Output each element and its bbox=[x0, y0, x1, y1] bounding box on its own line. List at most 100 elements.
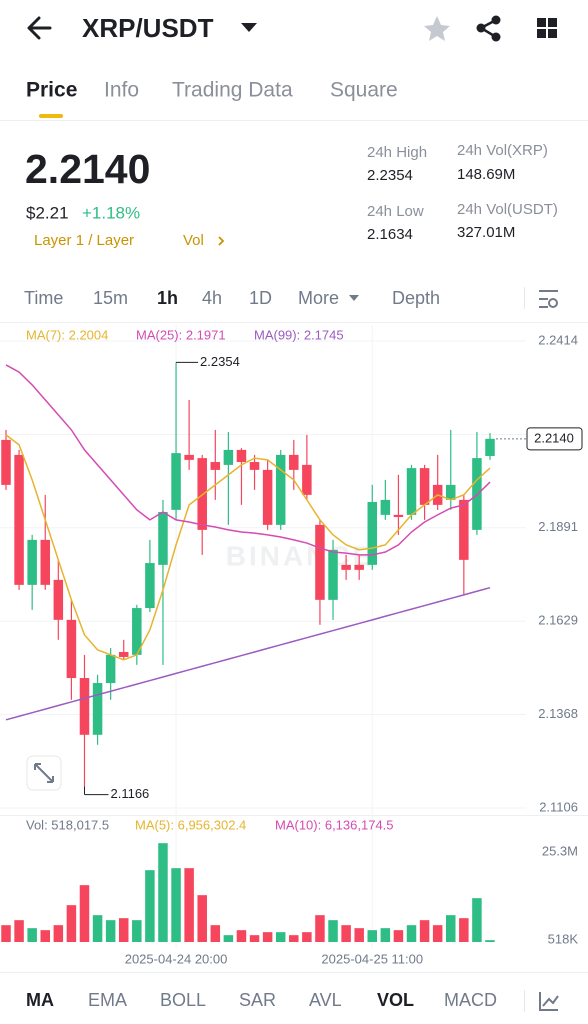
category-tag[interactable]: Layer 1 / Layer bbox=[34, 232, 134, 249]
volume-bar bbox=[92, 915, 103, 942]
interval[interactable]: Time bbox=[24, 288, 63, 308]
candle-body bbox=[40, 539, 50, 585]
low-label: 2.1166 bbox=[110, 786, 149, 801]
candle-body bbox=[446, 484, 456, 500]
candle-body bbox=[367, 502, 378, 565]
volume-bar bbox=[419, 920, 430, 942]
interval-more[interactable]: More bbox=[298, 288, 339, 308]
expand-button[interactable] bbox=[26, 755, 62, 791]
grid-icon[interactable] bbox=[537, 18, 557, 38]
volume-bar bbox=[262, 932, 273, 942]
volume-bar bbox=[236, 930, 247, 942]
volume-tick-label: 518K bbox=[548, 932, 579, 947]
indicator-settings-icon[interactable] bbox=[539, 992, 559, 1011]
volume-bar bbox=[354, 928, 364, 942]
volume-bar bbox=[1, 925, 11, 942]
divider bbox=[524, 287, 525, 309]
pair-title[interactable]: XRP/USDT bbox=[82, 13, 214, 43]
interval[interactable]: 15m bbox=[93, 288, 128, 308]
volume-bar bbox=[367, 930, 378, 942]
y-tick-label: 2.2414 bbox=[538, 332, 578, 347]
interval-active[interactable]: 1h bbox=[157, 288, 178, 308]
volume-bar bbox=[485, 940, 495, 942]
y-tick-label: 2.1368 bbox=[538, 706, 578, 721]
stat-label: 24h High bbox=[367, 144, 427, 161]
candle-body bbox=[249, 462, 260, 470]
volume-bar bbox=[223, 935, 234, 942]
volume-bar bbox=[380, 928, 391, 942]
candle-body bbox=[262, 469, 273, 525]
volume-bar bbox=[40, 930, 50, 942]
indicator[interactable]: MACD bbox=[444, 990, 497, 1010]
volume-bar bbox=[27, 928, 37, 942]
volume-bar bbox=[446, 915, 456, 942]
favorite-icon[interactable] bbox=[424, 16, 450, 41]
candle-body bbox=[223, 449, 234, 465]
candle-body bbox=[79, 678, 90, 735]
indicator[interactable]: EMA bbox=[88, 990, 127, 1010]
candle-body bbox=[105, 654, 116, 684]
volume-bar bbox=[145, 870, 155, 942]
divider bbox=[0, 322, 588, 323]
indicator[interactable]: BOLL bbox=[160, 990, 206, 1010]
x-tick-label: 2025-04-24 20:00 bbox=[125, 951, 228, 966]
ma-line bbox=[5, 364, 491, 556]
candle-body bbox=[210, 462, 221, 470]
vol-tag[interactable]: Vol bbox=[183, 232, 204, 249]
current-price-tag bbox=[526, 427, 583, 451]
candle-body bbox=[184, 454, 194, 460]
grid-cell bbox=[548, 18, 557, 27]
divider bbox=[524, 990, 525, 1012]
stat-label: 24h Low bbox=[367, 203, 424, 220]
stat-value: 2.1634 bbox=[367, 226, 413, 243]
interval[interactable]: 4h bbox=[202, 288, 222, 308]
candle-body bbox=[92, 683, 103, 735]
pair-caret[interactable] bbox=[241, 23, 257, 32]
depth-tab[interactable]: Depth bbox=[392, 288, 440, 308]
candle-body bbox=[302, 464, 312, 495]
volume-legend: MA(10): 6,136,174.5 bbox=[275, 817, 394, 832]
back-button[interactable] bbox=[27, 16, 52, 40]
candle-body bbox=[315, 524, 325, 600]
usd-price: $2.21 bbox=[26, 203, 69, 222]
indicator[interactable]: AVL bbox=[309, 990, 342, 1010]
candle-body bbox=[158, 512, 168, 565]
tab-trading-data[interactable]: Trading Data bbox=[172, 79, 293, 102]
candle-body bbox=[14, 454, 24, 585]
indicator-active[interactable]: VOL bbox=[377, 990, 414, 1010]
y-tick-label: 2.1106 bbox=[539, 799, 578, 814]
indicator[interactable]: SAR bbox=[239, 990, 276, 1010]
volume-bar bbox=[14, 920, 24, 942]
divider bbox=[0, 972, 588, 973]
volume-bar bbox=[105, 920, 116, 942]
interval[interactable]: 1D bbox=[249, 288, 272, 308]
ma-line bbox=[5, 586, 491, 721]
divider bbox=[0, 120, 588, 121]
volume-bar bbox=[406, 925, 417, 942]
settings-icon[interactable] bbox=[539, 290, 558, 308]
candle-body bbox=[459, 499, 469, 560]
price-change: +1.18% bbox=[82, 203, 140, 222]
volume-bar bbox=[171, 868, 181, 942]
candle-body bbox=[132, 608, 142, 655]
stat-label: 24h Vol(XRP) bbox=[457, 142, 548, 159]
volume-bar bbox=[118, 918, 129, 942]
share-icon[interactable] bbox=[476, 15, 501, 42]
volume-bar bbox=[315, 915, 325, 942]
vol-chevron bbox=[218, 236, 225, 246]
tab-info[interactable]: Info bbox=[104, 79, 139, 102]
candle-body bbox=[27, 539, 37, 585]
ma-legend: MA(25): 2.1971 bbox=[136, 327, 226, 342]
candle-body bbox=[406, 468, 417, 515]
candle-body bbox=[275, 454, 286, 525]
indicator-active[interactable]: MA bbox=[26, 990, 54, 1010]
stat-value: 2.2354 bbox=[367, 167, 413, 184]
grid-cell bbox=[537, 29, 546, 38]
more-caret bbox=[349, 295, 359, 301]
tab-price[interactable]: Price bbox=[26, 79, 77, 102]
candle-body bbox=[341, 564, 351, 570]
current-price-label: 2.2140 bbox=[534, 430, 574, 445]
candle-body bbox=[354, 564, 364, 570]
tab-square[interactable]: Square bbox=[330, 79, 398, 102]
volume-bar bbox=[393, 930, 404, 942]
